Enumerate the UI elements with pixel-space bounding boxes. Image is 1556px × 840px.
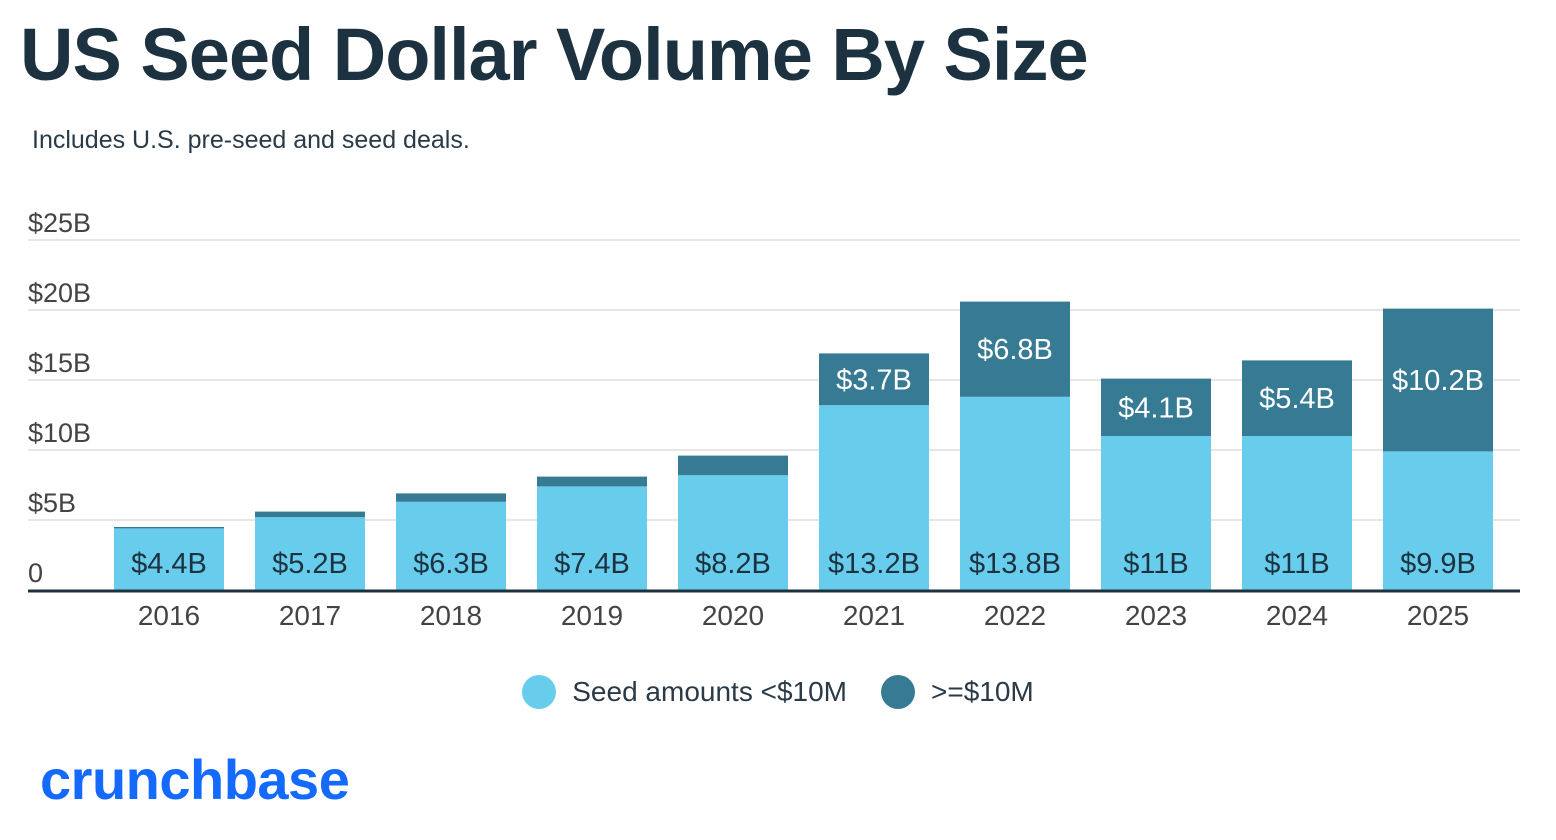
x-tick-label: 2021: [843, 600, 905, 631]
bar-segment-small: [537, 486, 647, 590]
data-label-small: $13.8B: [969, 548, 1061, 580]
data-label-small: $7.4B: [554, 548, 630, 580]
data-label-large: $5.4B: [1259, 383, 1335, 415]
legend-item-small: Seed amounts <$10M: [522, 675, 847, 709]
data-label-large: $4.1B: [1118, 392, 1194, 424]
legend-item-large: >=$10M: [881, 675, 1034, 709]
bar-segment-large: [960, 301, 1070, 397]
data-label-small: $6.3B: [413, 548, 489, 580]
data-label-small: $11B: [1123, 548, 1189, 580]
data-label-small: $9.9B: [1400, 548, 1476, 580]
axis-layer: 0 $5B $10B $15B $20B $25B 2016 2017 2018 2019 2020…: [28, 208, 1520, 631]
x-tick-label: 2019: [561, 600, 623, 631]
data-label-large: $10.2B: [1392, 365, 1484, 397]
bar-segment-small: [819, 405, 929, 590]
data-label-small: $13.2B: [828, 548, 920, 580]
y-tick-label: 0: [28, 558, 43, 588]
bar-segment-small: [114, 528, 224, 590]
labels-layer: $4.4B $5.2B $6.3B $7.4B $8.2B $13.2B $3.7B $13.…: [131, 334, 1484, 580]
bar-segment-large: [537, 476, 647, 487]
data-label-large: $6.8B: [977, 334, 1053, 366]
bar-segment-small: [1383, 451, 1493, 590]
y-tick-label: $15B: [28, 348, 91, 378]
data-label-large: $3.7B: [836, 364, 912, 396]
bar-segment-large: [1383, 308, 1493, 452]
x-tick-label: 2024: [1266, 600, 1328, 631]
bar-segment-small: [255, 517, 365, 590]
bar-segment-small: [960, 396, 1070, 590]
data-label-small: $8.2B: [695, 548, 771, 580]
x-tick-label: 2016: [138, 600, 200, 631]
bar-segment-large: [114, 527, 224, 529]
legend-swatch-small: [522, 675, 557, 709]
legend-label-small: Seed amounts <$10M: [572, 676, 847, 707]
bar-segment-large: [678, 455, 788, 476]
y-tick-label: $20B: [28, 278, 91, 308]
x-tick-label: 2020: [702, 600, 764, 631]
crunchbase-logo: crunchbase: [40, 748, 350, 811]
bar-segment-large: [1242, 360, 1352, 436]
chart-subtitle: Includes U.S. pre-seed and seed deals.: [32, 126, 470, 154]
bar-segment-small: [1101, 436, 1211, 590]
x-tick-label: 2025: [1407, 600, 1469, 631]
bar-segment-small: [678, 475, 788, 590]
bar-segment-large: [1101, 378, 1211, 436]
data-label-small: $11B: [1264, 548, 1330, 580]
x-tick-label: 2017: [279, 600, 341, 631]
y-tick-label: $5B: [28, 488, 76, 518]
x-tick-label: 2022: [984, 600, 1046, 631]
data-label-small: $5.2B: [272, 548, 348, 580]
bar-segment-small: [396, 501, 506, 590]
x-tick-label: 2018: [420, 600, 482, 631]
y-tick-label: $25B: [28, 208, 91, 238]
bar-segment-large: [819, 353, 929, 406]
legend-swatch-large: [881, 675, 915, 709]
bar-segment-small: [1242, 436, 1352, 590]
bar-segment-large: [255, 511, 365, 518]
chart-title: US Seed Dollar Volume By Size: [20, 13, 1089, 96]
bar-segment-large: [396, 493, 506, 502]
y-tick-label: $10B: [28, 418, 91, 448]
legend-label-large: >=$10M: [931, 676, 1034, 707]
x-tick-label: 2023: [1125, 600, 1187, 631]
bars-layer: [114, 301, 1493, 590]
stacked-bar-chart: $4.4B $5.2B $6.3B $7.4B $8.2B $13.2B $3.7B $13.…: [28, 208, 1520, 631]
chart-legend: Seed amounts <$10M >=$10M: [0, 675, 1556, 709]
data-label-small: $4.4B: [131, 548, 207, 580]
